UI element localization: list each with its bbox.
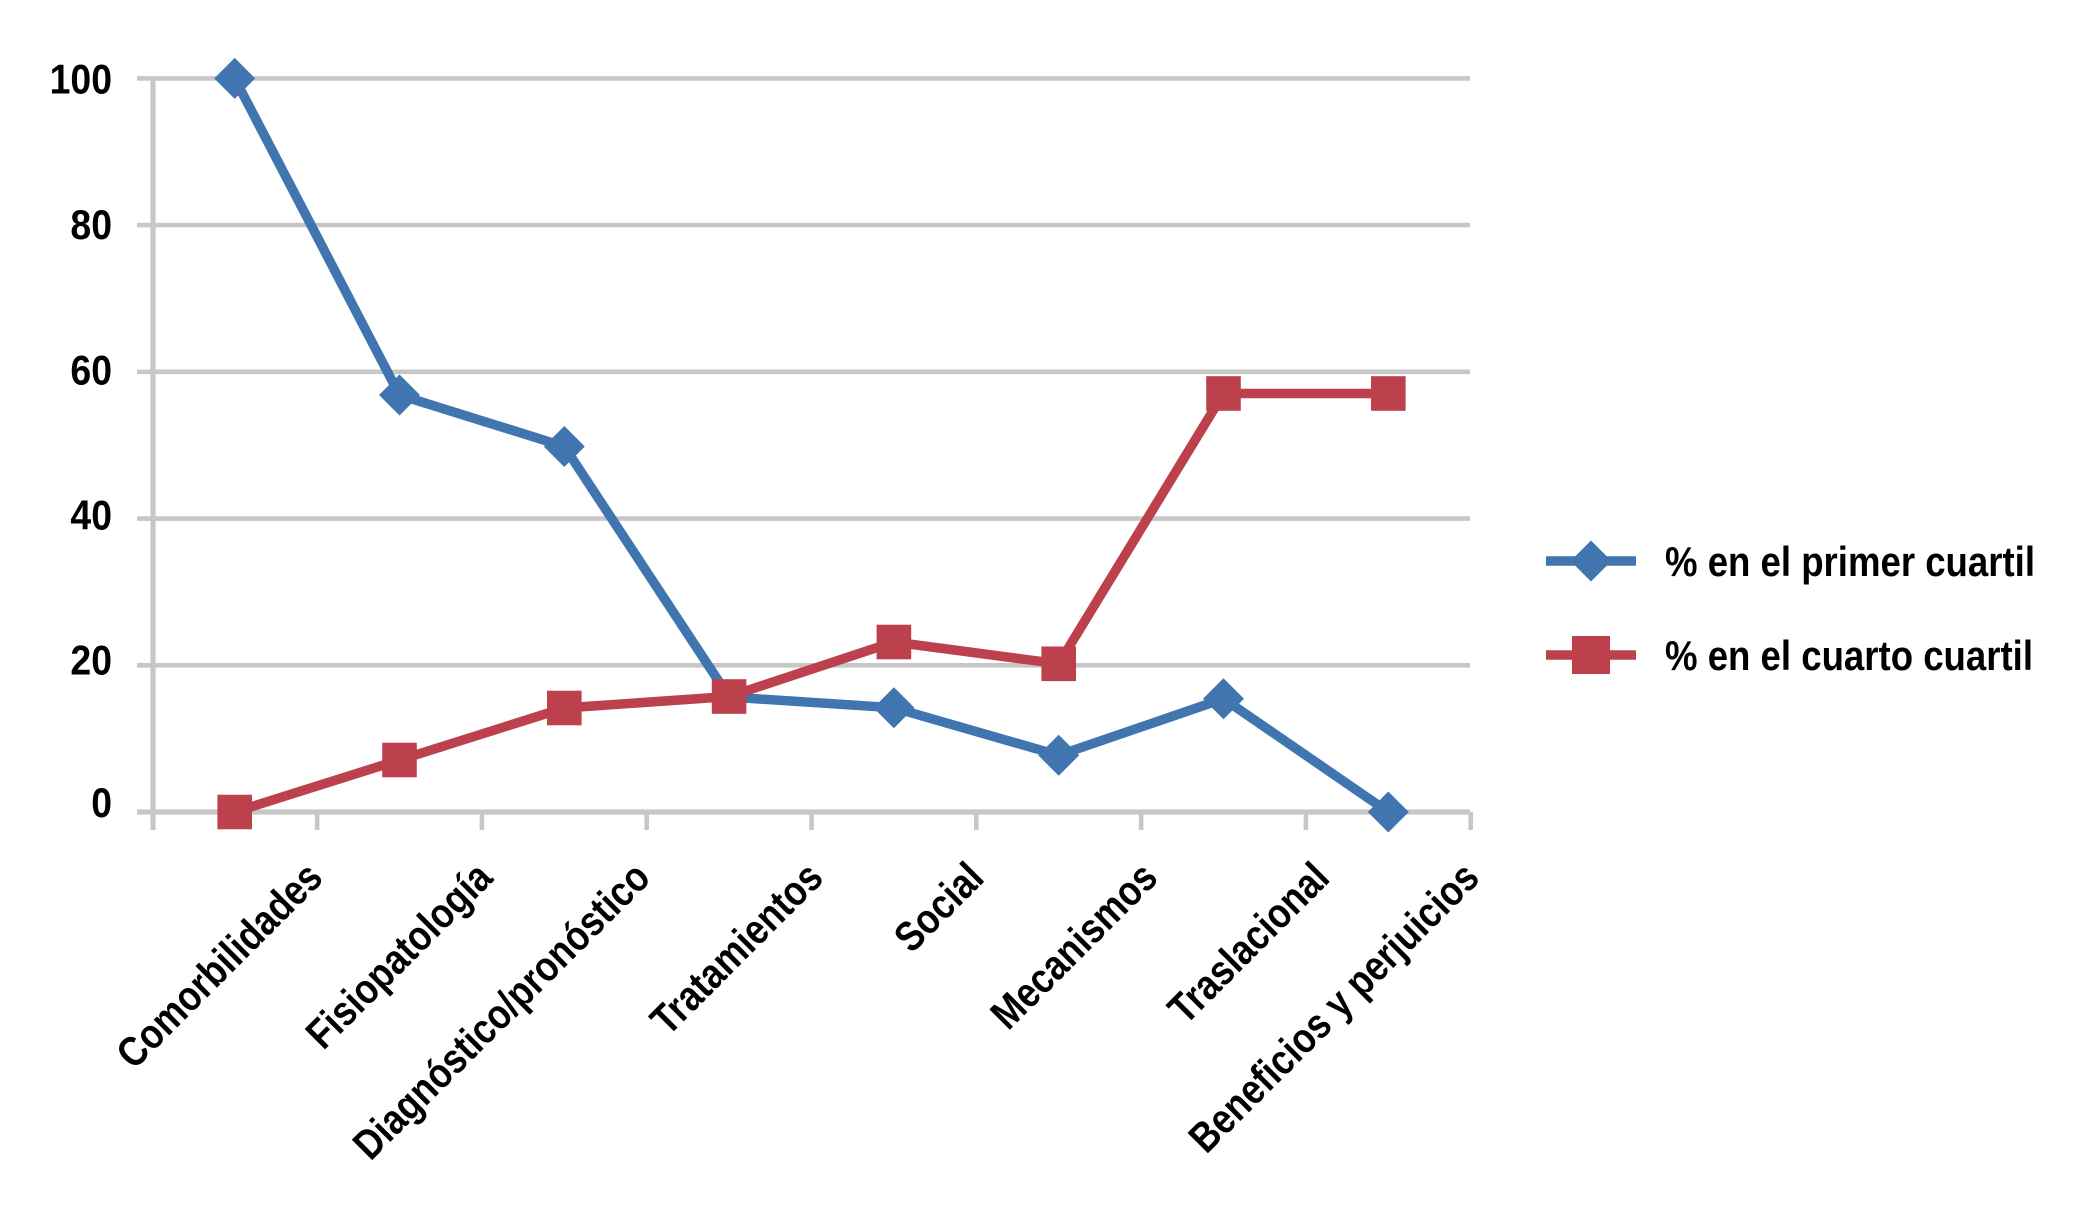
- svg-text:20: 20: [70, 636, 112, 683]
- svg-text:% en el cuarto cuartil: % en el cuarto cuartil: [1665, 632, 2033, 679]
- svg-text:40: 40: [70, 492, 112, 539]
- svg-text:0: 0: [91, 779, 112, 826]
- svg-text:% en el primer cuartil: % en el primer cuartil: [1665, 538, 2035, 585]
- svg-text:60: 60: [70, 346, 112, 393]
- svg-text:100: 100: [50, 55, 112, 102]
- svg-text:80: 80: [70, 201, 112, 248]
